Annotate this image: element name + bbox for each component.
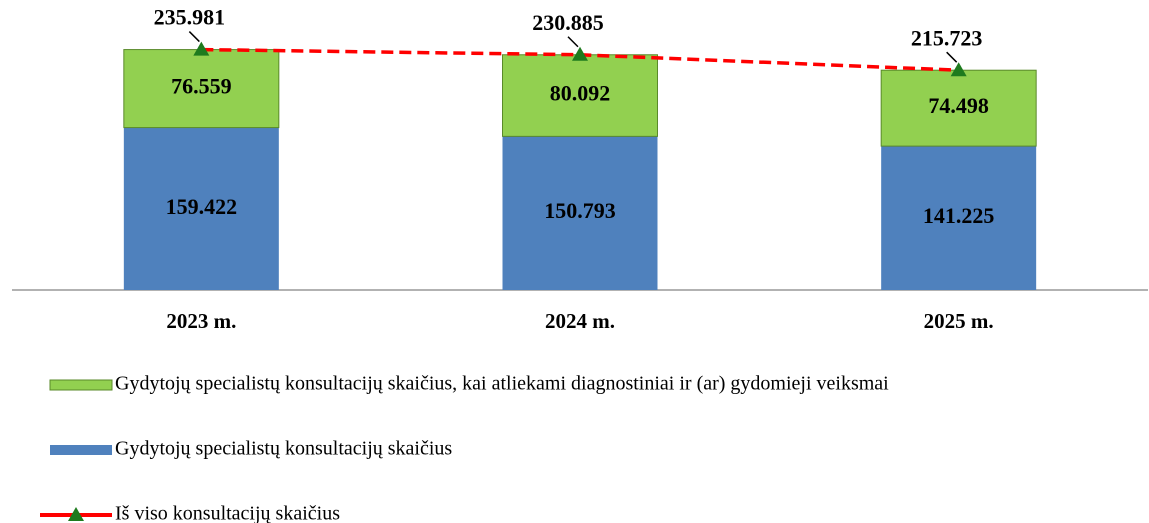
bar-segment <box>880 69 1037 147</box>
value-label: 74.498 <box>928 93 989 118</box>
legend-marker <box>68 507 84 521</box>
leader-line <box>567 36 579 48</box>
leader-line <box>946 51 958 63</box>
total-label: 230.885 <box>532 10 604 35</box>
bar-segment <box>502 54 658 137</box>
marker <box>193 41 210 56</box>
legend-label: Gydytojų specialistų konsultacijų skaiči… <box>115 373 889 395</box>
marker <box>950 62 967 77</box>
bar-segment <box>123 49 280 129</box>
legend-label: Gydytojų specialistų konsultacijų skaiči… <box>115 438 452 460</box>
bar-segment <box>123 127 279 290</box>
legend-swatch <box>50 445 112 455</box>
value-label: 80.092 <box>550 81 611 106</box>
legend-label: Iš viso konsultacijų skaičius <box>115 503 340 523</box>
value-label: 141.225 <box>923 203 995 228</box>
total-label: 235.981 <box>154 5 226 30</box>
legend-swatch <box>49 379 113 391</box>
value-label: 159.422 <box>166 194 238 219</box>
bar-segment <box>881 146 1037 290</box>
marker <box>572 46 588 61</box>
total-label: 215.723 <box>911 25 983 50</box>
value-label: 76.559 <box>171 74 232 99</box>
x-tick-label: 2024 m. <box>545 309 615 333</box>
x-tick-label: 2023 m. <box>166 309 236 333</box>
leader-line <box>188 31 200 43</box>
x-tick-label: 2025 m. <box>924 309 994 333</box>
bar-segment <box>502 136 658 290</box>
value-label: 150.793 <box>544 198 616 223</box>
